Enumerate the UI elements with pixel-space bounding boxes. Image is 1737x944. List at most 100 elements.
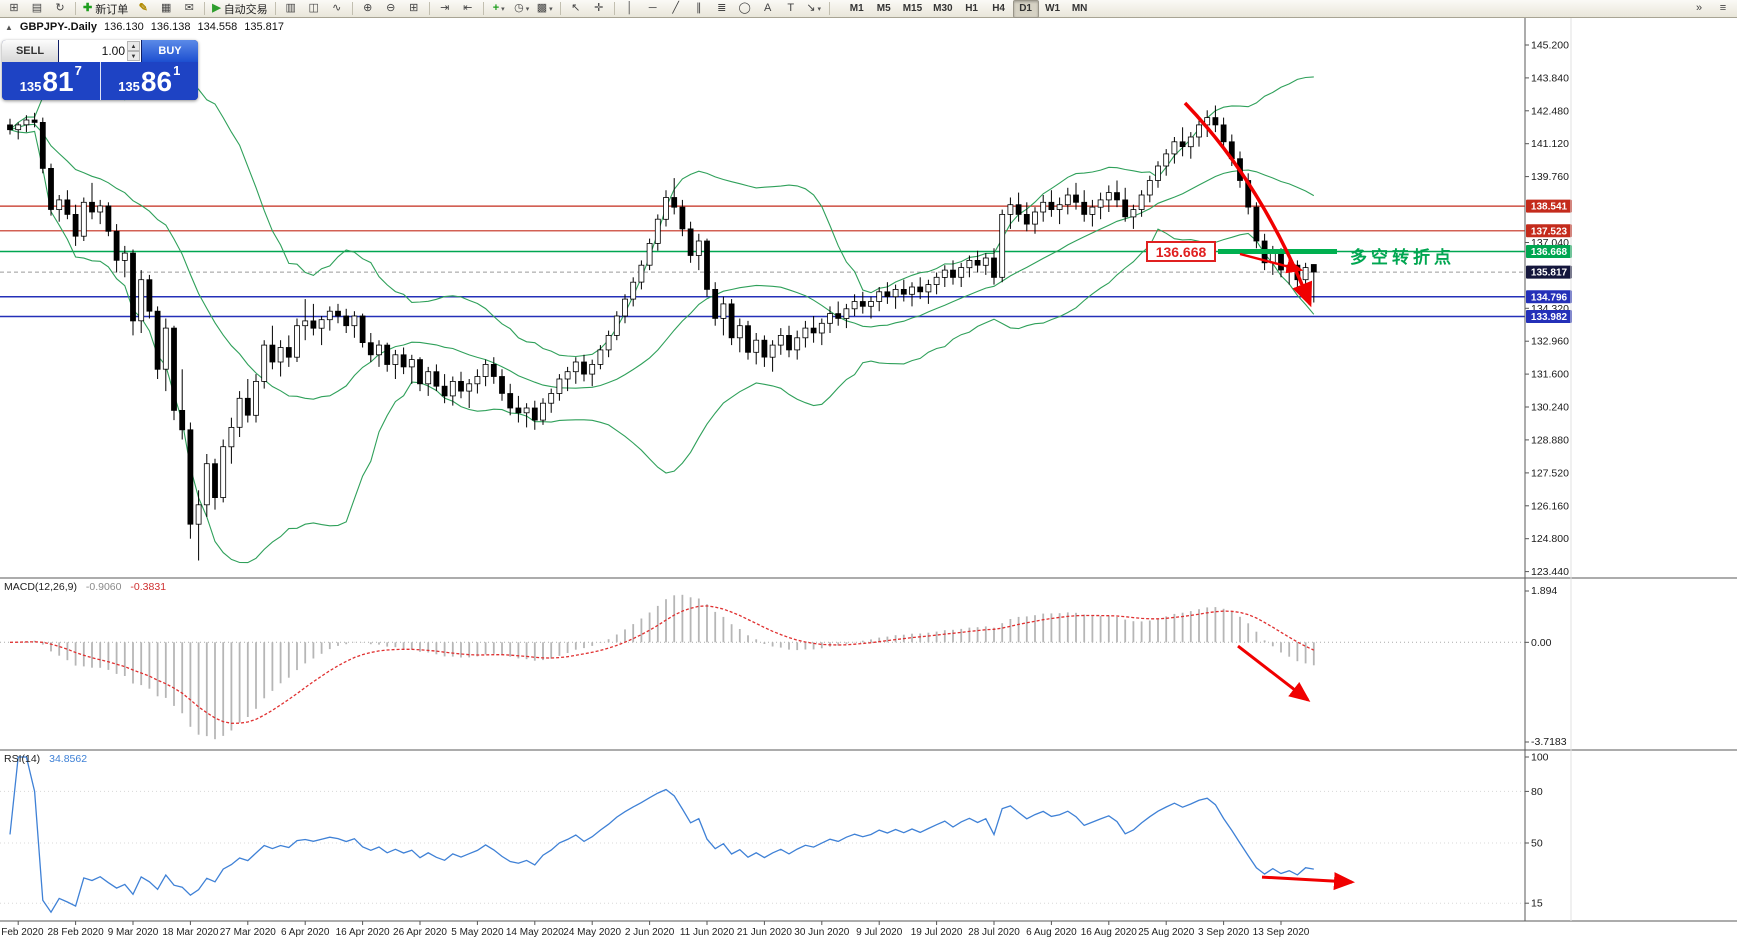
quote-header: ▲ GBPJPY-.Daily 136.130 136.138 134.558 … bbox=[5, 21, 284, 33]
periods-icon-glyph: ◷ bbox=[514, 2, 524, 14]
svg-text:9 Jul 2020: 9 Jul 2020 bbox=[856, 927, 903, 938]
arrows-icon[interactable]: ↘ ▾ bbox=[803, 0, 825, 18]
svg-text:16 Aug 2020: 16 Aug 2020 bbox=[1081, 927, 1138, 938]
chevron-down-icon: ▾ bbox=[525, 5, 530, 13]
macd-downtrend-arrow[interactable] bbox=[1237, 644, 1311, 702]
timeframe-button-mn[interactable]: MN bbox=[1071, 3, 1088, 14]
zoom-out-icon-glyph: ⊖ bbox=[386, 2, 396, 14]
history-center-icon-glyph: ▦ bbox=[161, 2, 172, 14]
profiles-icon[interactable]: ▤ bbox=[26, 0, 48, 18]
autotrading-button[interactable]: ▶ 自动交易 bbox=[209, 0, 270, 18]
horizontal-level-lines[interactable] bbox=[0, 205, 1525, 318]
chart-canvas[interactable]: 145.200143.840142.480141.120139.760137.0… bbox=[0, 18, 1737, 944]
timeframe-button-h1[interactable]: H1 bbox=[965, 3, 978, 14]
timeframe-button-m5[interactable]: M5 bbox=[876, 3, 891, 14]
line-chart-icon[interactable]: ∿ bbox=[326, 0, 348, 18]
small-downtrend-arrow bbox=[1239, 252, 1304, 274]
trendline-icon[interactable]: ╱ bbox=[665, 0, 687, 18]
lot-size-input[interactable] bbox=[71, 43, 127, 59]
sell-price-pip: 7 bbox=[74, 63, 82, 78]
timeframe-button-m1[interactable]: M1 bbox=[849, 3, 864, 14]
refresh-icon[interactable]: ↻ bbox=[49, 0, 71, 18]
vertical-line-icon[interactable]: │ bbox=[619, 0, 641, 18]
buy-price-button[interactable]: 135 86 1 bbox=[101, 62, 199, 100]
vertical-line-icon-glyph: │ bbox=[626, 2, 634, 14]
svg-text:0.00: 0.00 bbox=[1531, 637, 1552, 649]
toolbar-separator bbox=[482, 2, 484, 15]
zoom-in-icon[interactable]: ⊕ bbox=[357, 0, 379, 18]
timeframe-button-m15[interactable]: M15 bbox=[902, 3, 923, 14]
zoom-out-icon[interactable]: ⊖ bbox=[380, 0, 402, 18]
alerts-icon[interactable]: ✉ bbox=[178, 0, 200, 18]
timeframe-button-h4[interactable]: H4 bbox=[992, 3, 1005, 14]
svg-text:6 Apr 2020: 6 Apr 2020 bbox=[281, 927, 330, 938]
svg-text:6 Aug 2020: 6 Aug 2020 bbox=[1026, 927, 1077, 938]
horizontal-line-icon-glyph: ─ bbox=[648, 2, 657, 14]
svg-text:30 Jun 2020: 30 Jun 2020 bbox=[794, 927, 849, 938]
toolbar-overflow-icon[interactable]: » bbox=[1688, 0, 1710, 18]
turning-point-label[interactable]: 多空转折点 bbox=[1350, 248, 1455, 267]
rsi-value: 34.8562 bbox=[49, 753, 88, 765]
svg-text:141.120: 141.120 bbox=[1531, 138, 1569, 150]
zoom-in-icon-glyph: ⊕ bbox=[363, 2, 373, 14]
price-flag-annotation[interactable]: 136.668 bbox=[1146, 241, 1216, 262]
new-chart-icon[interactable]: ⊞ bbox=[3, 0, 25, 18]
bar-chart-icon[interactable]: ▥ bbox=[280, 0, 302, 18]
auto-scroll-icon[interactable]: ⇥ bbox=[434, 0, 456, 18]
panel-separators bbox=[0, 18, 1737, 922]
svg-text:123.440: 123.440 bbox=[1531, 566, 1569, 578]
crosshair-icon[interactable]: ✛ bbox=[588, 0, 610, 18]
rsi-downtrend-arrow[interactable] bbox=[1261, 872, 1355, 891]
lot-decrease-button[interactable]: ▼ bbox=[127, 51, 140, 61]
text-icon[interactable]: A bbox=[757, 0, 779, 18]
periods-icon[interactable]: ◷ ▾ bbox=[511, 0, 533, 18]
cursor-icon-glyph: ↖ bbox=[571, 2, 581, 14]
svg-text:28 Feb 2020: 28 Feb 2020 bbox=[48, 927, 105, 938]
new-order-button[interactable]: ✚ 新订单 bbox=[80, 0, 131, 18]
metaeditor-icon[interactable]: ✎ bbox=[132, 0, 154, 18]
svg-text:13 Sep 2020: 13 Sep 2020 bbox=[1253, 927, 1310, 938]
svg-text:145.200: 145.200 bbox=[1531, 40, 1569, 52]
rsi-panel: 100 80 50 15 bbox=[0, 752, 1549, 914]
collapse-trade-panel-icon[interactable]: ▲ bbox=[5, 22, 13, 32]
axis-price-box bbox=[1526, 245, 1572, 258]
chevron-down-icon: ▾ bbox=[501, 5, 505, 13]
horizontal-line-icon[interactable]: ─ bbox=[642, 0, 664, 18]
fibonacci-icon[interactable]: ≣ bbox=[711, 0, 733, 18]
cursor-icon[interactable]: ↖ bbox=[565, 0, 587, 18]
alerts-icon-glyph: ✉ bbox=[184, 2, 194, 14]
sell-price-button[interactable]: 135 81 7 bbox=[2, 62, 101, 100]
buy-button[interactable]: BUY bbox=[141, 40, 198, 62]
timeframe-button-m30[interactable]: M30 bbox=[933, 3, 953, 14]
toolbar-separator bbox=[828, 2, 830, 15]
lot-increase-button[interactable]: ▲ bbox=[127, 41, 140, 51]
timeframe-button-w1[interactable]: W1 bbox=[1045, 3, 1061, 14]
svg-text:28 Jul 2020: 28 Jul 2020 bbox=[968, 927, 1020, 938]
candlestick-chart-icon[interactable]: ◫ bbox=[303, 0, 325, 18]
templates-icon[interactable]: ▩ ▾ bbox=[534, 0, 556, 18]
bollinger-bands bbox=[9, 76, 1315, 564]
history-center-icon[interactable]: ▦ bbox=[155, 0, 177, 18]
sell-button[interactable]: SELL bbox=[2, 40, 59, 62]
timeframe-button-d1[interactable]: D1 bbox=[1012, 0, 1039, 18]
turning-point-highlight-bar[interactable] bbox=[1218, 249, 1337, 254]
trend-arrows[interactable] bbox=[1183, 101, 1313, 308]
shapes-icon[interactable]: ◯ bbox=[734, 0, 756, 18]
candlestick-series bbox=[7, 105, 1317, 561]
indicators-icon[interactable]: + ▾ bbox=[488, 0, 510, 18]
chart-shift-icon[interactable]: ⇤ bbox=[457, 0, 479, 18]
svg-text:16 Apr 2020: 16 Apr 2020 bbox=[336, 927, 390, 938]
quote-high: 136.138 bbox=[150, 21, 191, 33]
svg-text:25 Aug 2020: 25 Aug 2020 bbox=[1138, 927, 1195, 938]
toolbar-menu-icon[interactable]: ≡ bbox=[1712, 0, 1734, 18]
svg-text:5 May 2020: 5 May 2020 bbox=[451, 927, 504, 938]
new-chart-icon-glyph: ⊞ bbox=[9, 2, 19, 14]
tile-windows-icon[interactable]: ⊞ bbox=[403, 0, 425, 18]
label-icon[interactable]: T bbox=[780, 0, 802, 18]
channel-icon[interactable]: ∥ bbox=[688, 0, 710, 18]
toolbar-separator bbox=[428, 2, 430, 15]
chart-shift-icon-glyph: ⇤ bbox=[463, 2, 473, 14]
bar-chart-icon-glyph: ▥ bbox=[285, 2, 296, 14]
svg-text:137.523: 137.523 bbox=[1531, 226, 1568, 237]
toolbar-right-icons: » ≡ bbox=[1688, 0, 1734, 18]
